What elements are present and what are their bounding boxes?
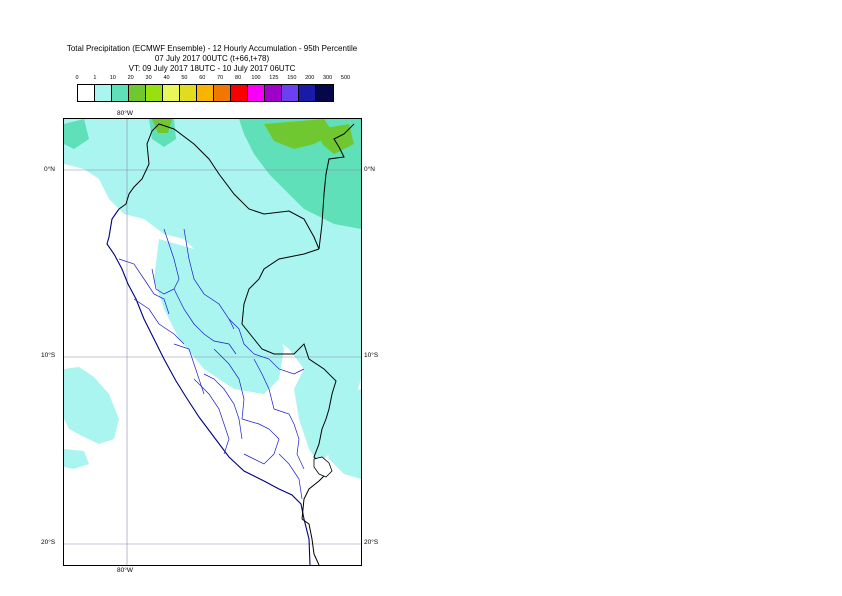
precip-area-light-north	[64, 119, 361, 464]
legend-threshold-label: 70	[217, 75, 224, 81]
precipitation-legend	[77, 84, 334, 102]
lat-label-left-0: 0°N	[44, 166, 55, 173]
precip-shading	[64, 119, 361, 479]
precip-area-light-inland	[154, 239, 284, 394]
precip-area-darkgreen-n	[152, 119, 172, 133]
border-brazil-peru	[241, 248, 337, 420]
legend-swatch	[180, 85, 197, 101]
legend-swatch	[146, 85, 163, 101]
legend-swatch	[129, 85, 146, 101]
border-ecuador-peru	[118, 123, 320, 250]
lat-label-right-10s: 10°S	[364, 352, 379, 359]
precip-area-green-nw2	[64, 119, 89, 149]
lake-titicaca	[313, 456, 333, 478]
legend-threshold-label: 80	[235, 75, 242, 81]
legend-threshold-label: 40	[163, 75, 170, 81]
legend-threshold-label: 150	[287, 75, 297, 81]
coastline	[106, 208, 311, 565]
map-canvas	[64, 119, 361, 565]
legend-threshold-label: 20	[127, 75, 134, 81]
lon-label-bottom: 80°W	[117, 567, 133, 574]
lat-label-right-0: 0°N	[364, 166, 375, 173]
legend-threshold-label: 100	[251, 75, 261, 81]
legend-threshold-label: 1	[93, 75, 97, 81]
legend-threshold-label: 500	[340, 75, 351, 81]
lat-label-right-20s: 20°S	[364, 539, 379, 546]
legend-swatch	[231, 85, 248, 101]
region-borders	[118, 228, 305, 500]
map-title: Total Precipitation (ECMWF Ensemble) - 1…	[66, 44, 358, 53]
lat-label-left-10s: 10°S	[41, 352, 56, 359]
legend-swatch	[265, 85, 282, 101]
precip-area-light-coast2	[64, 449, 89, 469]
precip-area-light-coast	[64, 367, 119, 444]
graticule	[64, 119, 361, 565]
precip-area-light-south	[319, 389, 361, 479]
legend-threshold-label: 10	[109, 75, 116, 81]
legend-swatch	[248, 85, 265, 101]
legend-threshold-label: 30	[145, 75, 152, 81]
border-chile-bolivia	[301, 518, 320, 565]
legend-swatch	[299, 85, 316, 101]
legend-threshold-label: 300	[323, 75, 333, 81]
legend-swatch	[316, 85, 333, 101]
legend-threshold-label: 60	[199, 75, 206, 81]
precip-area-darkgreen-ne	[264, 119, 334, 149]
legend-swatch	[197, 85, 214, 101]
map-subtitle-base-time: 07 July 2017 00UTC (t+66,t+78)	[154, 54, 270, 63]
map-subtitle-valid-time: VT: 09 July 2017 18UTC - 10 July 2017 06…	[128, 64, 296, 73]
legend-swatch	[112, 85, 129, 101]
legend-threshold-label: 200	[305, 75, 315, 81]
legend-threshold-label: 0	[75, 75, 79, 81]
legend-swatch	[282, 85, 299, 101]
precipitation-map: 80°W	[63, 118, 362, 566]
legend-threshold-label: 50	[181, 75, 188, 81]
border-colombia-peru	[318, 123, 355, 250]
lon-label-top-outer: 80°W	[117, 110, 133, 117]
legend-swatch	[95, 85, 112, 101]
legend-swatch	[163, 85, 180, 101]
legend-threshold-label: 125	[269, 75, 279, 81]
legend-threshold-labels: 0 1 10 20 30 40 50 60 70 80 100 125 150 200 300 500	[70, 75, 360, 85]
legend-swatch	[214, 85, 231, 101]
legend-swatch	[78, 85, 95, 101]
precip-area-darkgreen-ne2	[319, 124, 354, 154]
lat-label-left-20s: 20°S	[41, 539, 56, 546]
